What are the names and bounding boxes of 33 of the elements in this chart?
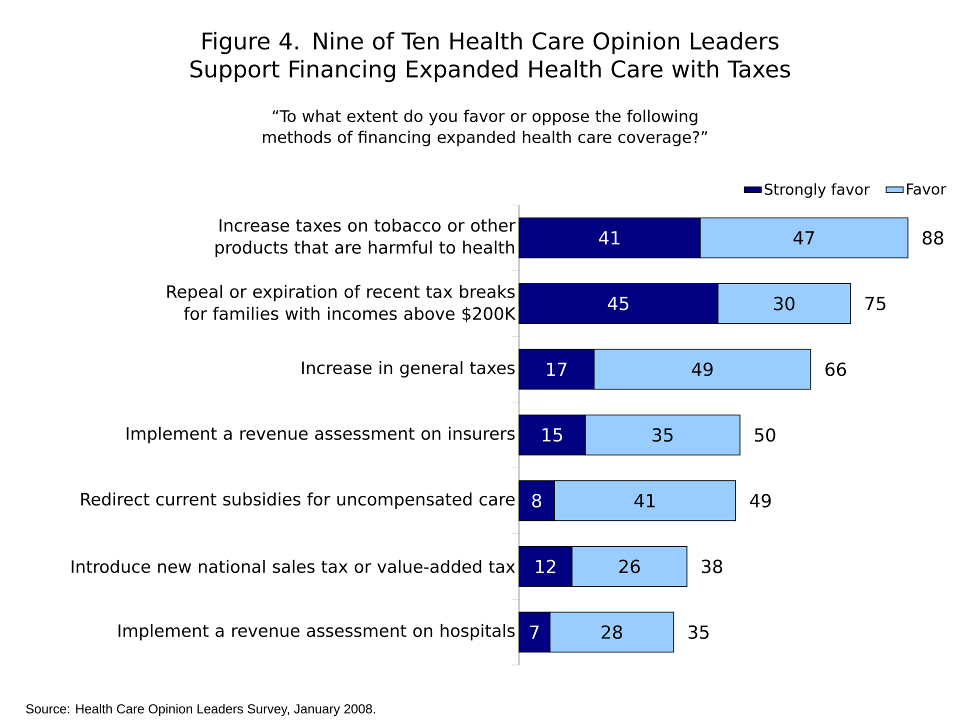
y-tick-label: Increase in general taxes [302,361,515,378]
legend-label: Favor [907,184,946,195]
chart-subtitle: “To what extent do you favor or oppose the following methods of financing expanded health care coverage?” [263,110,708,146]
data-label: 15 [542,428,562,442]
y-tick-label: Increase taxes on tobacco or other products that are harmful to health [216,218,516,258]
total-label: 75 [866,296,886,310]
source-note: Source: Health Care Opinion Leaders Survey, January 2008. [26,704,376,716]
data-label: 17 [547,362,566,376]
y-tick-label: Introduce new national sales tax or value-added tax [72,560,515,573]
data-label: 49 [692,362,713,376]
y-tick-label: Implement a revenue assessment on hospitals [118,624,515,640]
data-label: 30 [774,296,794,310]
y-tick-label: Repeal or expiration of recent tax breaks for families with incomes above $200K [167,284,516,322]
legend-label: Strongly favor [764,183,870,198]
total-label: 66 [826,362,846,376]
data-label: 8 [532,494,542,508]
total-label: 35 [688,625,709,639]
data-label: 41 [599,231,620,244]
data-label: 28 [602,625,622,639]
total-label: 49 [750,494,771,508]
data-label: 26 [619,560,640,574]
total-label: 38 [702,560,722,574]
y-tick-label: Redirect current subsidies for uncompensated care [81,492,515,509]
data-label: 35 [652,428,673,442]
total-label: 50 [754,428,776,442]
data-label: 12 [536,560,556,574]
chart-title: Figure 4. Nine of Ten Health Care Opinion Leaders Support Financing Expanded Health Care with Taxes [190,32,790,82]
y-tick-label: Implement a revenue assessment on insurers [126,426,515,444]
data-label: 41 [634,494,655,508]
total-label: 88 [922,231,944,245]
data-label: 47 [794,231,814,244]
data-label: 7 [530,626,539,639]
data-label: 45 [608,296,628,310]
